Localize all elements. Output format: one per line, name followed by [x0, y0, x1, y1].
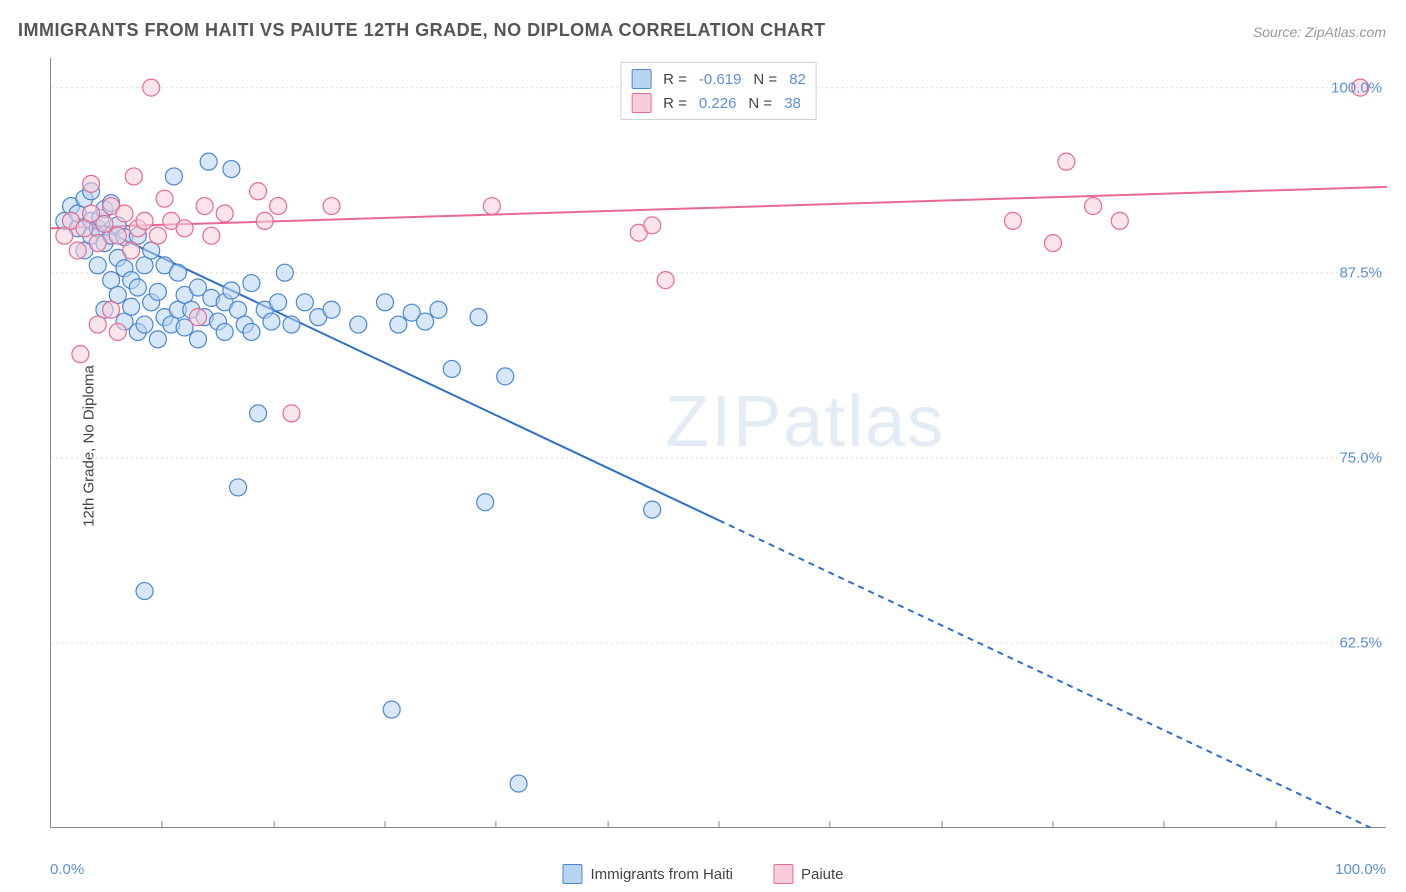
legend-row-haiti: R = -0.619 N = 82 — [631, 67, 806, 91]
y-tick-label: 75.0% — [1339, 449, 1382, 466]
legend-label-paiute: Paiute — [801, 866, 844, 883]
stat-n-haiti: 82 — [789, 71, 806, 88]
stat-r-paiute: 0.226 — [699, 95, 737, 112]
swatch-paiute — [773, 864, 793, 884]
stat-r-haiti: -0.619 — [699, 71, 742, 88]
y-tick-label: 100.0% — [1331, 79, 1382, 96]
correlation-legend: R = -0.619 N = 82 R = 0.226 N = 38 — [620, 62, 817, 120]
x-tick-max: 100.0% — [1335, 861, 1386, 878]
source-attribution: Source: ZipAtlas.com — [1253, 24, 1386, 40]
legend-label-haiti: Immigrants from Haiti — [590, 866, 733, 883]
swatch-haiti — [631, 69, 651, 89]
swatch-haiti — [562, 864, 582, 884]
source-name: ZipAtlas.com — [1305, 24, 1386, 40]
legend-item-paiute: Paiute — [773, 864, 844, 884]
stat-n-paiute: 38 — [784, 95, 801, 112]
y-tick-label: 62.5% — [1339, 634, 1382, 651]
legend-row-paiute: R = 0.226 N = 38 — [631, 91, 806, 115]
y-tick-label: 87.5% — [1339, 264, 1382, 281]
x-tick-min: 0.0% — [50, 861, 84, 878]
stat-r-label: R = — [663, 95, 687, 112]
stat-r-label: R = — [663, 71, 687, 88]
series-legend: Immigrants from Haiti Paiute — [562, 864, 843, 884]
chart-container: IMMIGRANTS FROM HAITI VS PAIUTE 12TH GRA… — [0, 0, 1406, 892]
swatch-paiute — [631, 93, 651, 113]
chart-title: IMMIGRANTS FROM HAITI VS PAIUTE 12TH GRA… — [18, 20, 826, 41]
legend-item-haiti: Immigrants from Haiti — [562, 864, 733, 884]
plot-area: R = -0.619 N = 82 R = 0.226 N = 38 ZIPat… — [50, 58, 1386, 828]
source-prefix: Source: — [1253, 24, 1305, 40]
stat-n-label: N = — [748, 95, 772, 112]
stat-n-label: N = — [753, 71, 777, 88]
plot-svg — [51, 58, 1387, 828]
